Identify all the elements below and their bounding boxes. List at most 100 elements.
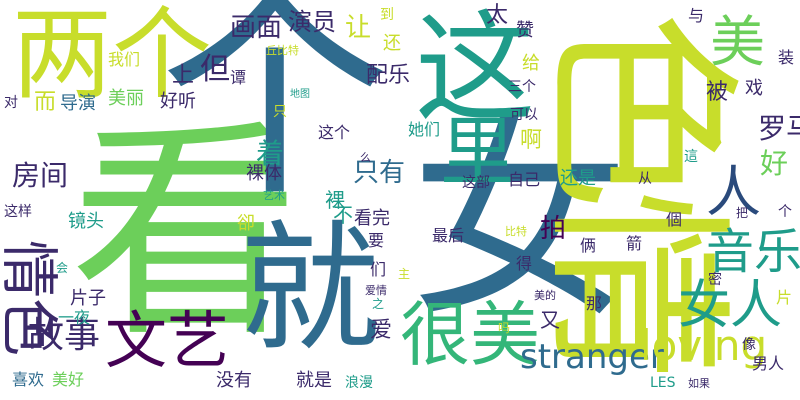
word: 里: [440, 108, 516, 196]
word: 罗马: [758, 112, 800, 145]
word: 镜头: [68, 211, 104, 232]
word: 吗: [498, 321, 511, 335]
word: 被: [706, 80, 729, 105]
word: 女人: [678, 276, 783, 336]
word: 但: [200, 52, 230, 87]
word: 要: [368, 231, 385, 250]
word: 而: [34, 90, 57, 115]
word: 房间: [12, 159, 69, 192]
word: 很美: [400, 294, 540, 376]
word: 情: [525, 190, 746, 381]
word: 就是: [296, 370, 332, 391]
word: 谭: [230, 68, 247, 87]
word: 这部: [462, 175, 490, 191]
word: 从: [638, 171, 652, 187]
word: 还: [383, 33, 401, 54]
word: 只有: [353, 158, 406, 188]
word: 之: [372, 297, 385, 311]
word: 裸: [325, 188, 345, 212]
word: 如果: [688, 377, 710, 390]
word: 上: [172, 63, 195, 88]
word: 只: [273, 104, 287, 120]
word: 她们: [408, 120, 441, 139]
word: 拍: [540, 214, 567, 244]
word: 喜欢: [12, 370, 45, 389]
word: 个: [778, 204, 792, 220]
word: stranger: [520, 337, 664, 377]
word: 戏: [745, 78, 763, 99]
word: 這: [684, 149, 698, 165]
word: 个: [160, 0, 391, 228]
word: 美: [710, 10, 766, 74]
word: 主: [398, 267, 411, 281]
word: 卻: [237, 213, 255, 234]
word: 到: [380, 7, 394, 23]
word: 没有: [216, 370, 252, 391]
word: 俩: [580, 236, 597, 255]
word: 啊: [520, 128, 543, 153]
word: 们: [370, 260, 387, 279]
word: 配乐: [366, 63, 411, 88]
word: 三个: [508, 79, 536, 95]
word: loving: [640, 321, 768, 370]
word: 女: [410, 92, 631, 348]
word: 这样: [4, 204, 32, 220]
word: 么: [360, 151, 371, 164]
word: 演员: [288, 8, 336, 36]
word: 让: [345, 13, 372, 43]
word: 把: [736, 206, 749, 220]
word: 这: [415, 0, 535, 139]
word: 音乐: [706, 224, 800, 280]
word: 情色: [0, 240, 63, 357]
word: LES: [650, 375, 676, 391]
word: 片: [776, 288, 793, 307]
word: 像: [742, 337, 756, 353]
word: 丘比特: [266, 44, 299, 57]
word: 好听: [160, 91, 196, 112]
word: 最后: [432, 226, 465, 245]
word: 浪漫: [345, 375, 373, 391]
word: 赞: [516, 20, 534, 41]
word: 那: [586, 294, 603, 313]
word: 人: [706, 160, 762, 224]
word: 对: [4, 95, 18, 111]
word: 就: [240, 208, 381, 371]
word: 给: [522, 53, 540, 74]
word: 我们: [108, 50, 141, 69]
word: 美好: [52, 370, 85, 389]
word: 看: [70, 101, 301, 368]
word: 这个: [318, 123, 351, 142]
word: 色: [522, 10, 755, 211]
word: 两个: [12, 0, 212, 113]
word: 看完: [354, 208, 390, 229]
word: 好: [760, 147, 789, 180]
word: 太: [486, 3, 509, 28]
word: 导演: [60, 93, 96, 114]
word: 着: [256, 137, 285, 170]
word: 与: [688, 6, 705, 25]
word: 一夜: [58, 308, 91, 327]
word: 装: [778, 48, 795, 67]
word: 爱: [370, 318, 393, 343]
word: 画面: [230, 13, 283, 43]
word: 個: [666, 210, 683, 229]
word: 会: [56, 261, 69, 275]
word: 比特: [505, 225, 527, 238]
word: 男人: [752, 354, 785, 373]
word: 爱情: [365, 284, 387, 297]
word: 裸体: [246, 163, 282, 184]
word: 美丽: [108, 88, 144, 109]
word: 艺术: [263, 189, 285, 202]
word: 不: [333, 203, 353, 227]
word: 又: [540, 308, 560, 332]
word: 文艺: [105, 304, 230, 377]
word: 自己: [508, 170, 541, 189]
word: 可以: [510, 107, 538, 123]
word: 密: [708, 272, 722, 288]
word: 还是: [560, 168, 596, 189]
word: 箭: [626, 234, 643, 253]
word: 得: [516, 254, 533, 273]
word: 故事: [28, 315, 101, 356]
word: 片子: [70, 288, 106, 309]
